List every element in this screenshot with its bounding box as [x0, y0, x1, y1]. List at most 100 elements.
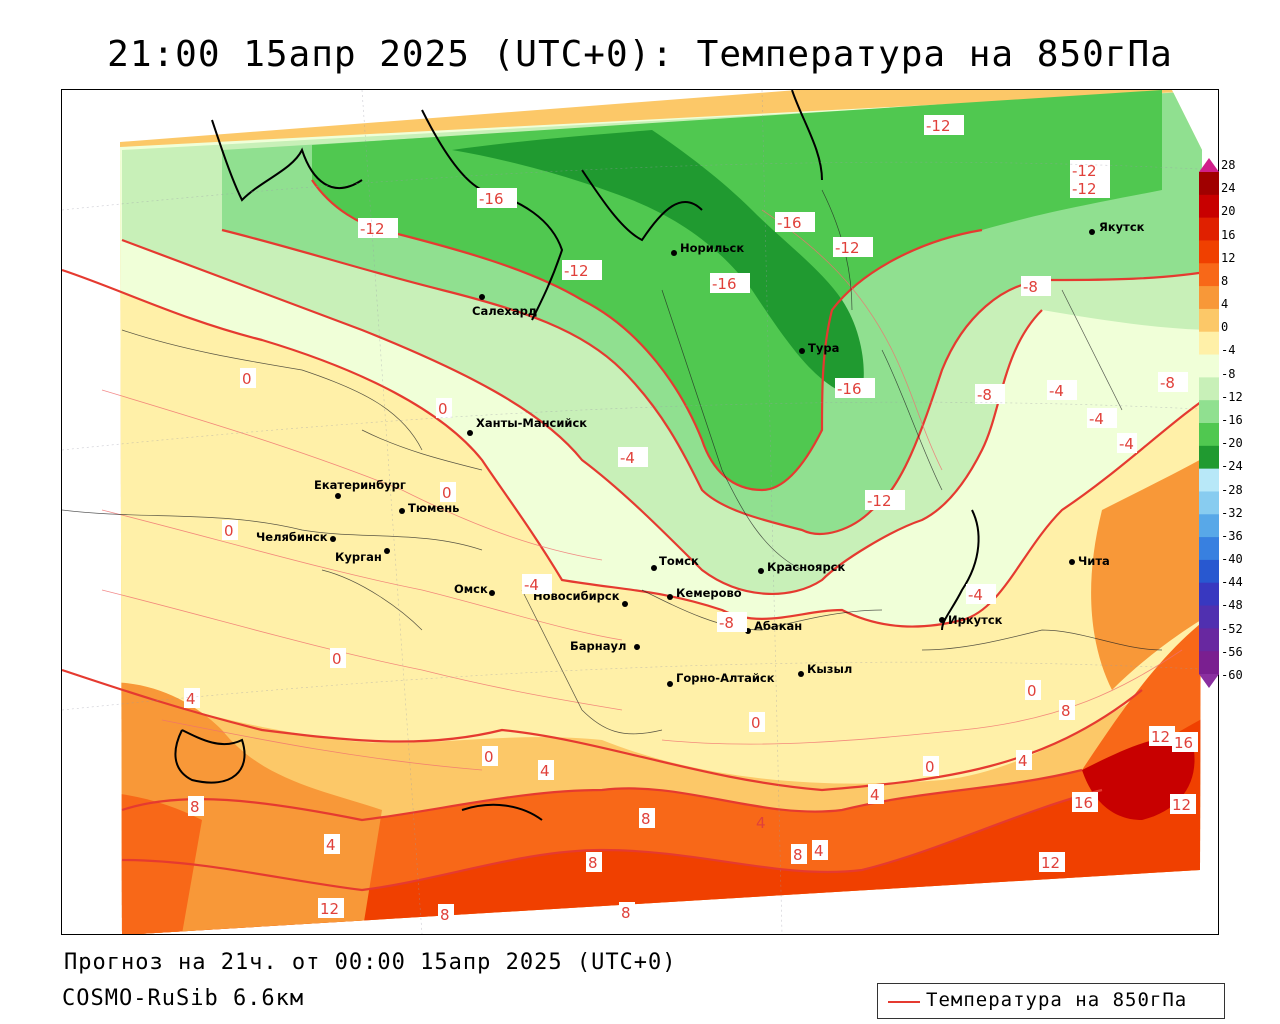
- legend-label: Температура на 850гПа: [926, 989, 1188, 1011]
- colorbar-cell: [1199, 423, 1219, 447]
- colorbar-cell: [1199, 651, 1219, 675]
- svg-text:0: 0: [438, 400, 448, 418]
- colorbar-tick-label: 16: [1221, 227, 1236, 242]
- city-chelyabinsk: Челябинск: [256, 530, 336, 544]
- svg-text:-4: -4: [1049, 382, 1064, 400]
- svg-text:8: 8: [588, 854, 598, 872]
- svg-text:4: 4: [326, 836, 336, 854]
- svg-text:8: 8: [1061, 702, 1071, 720]
- colorbar-cell: [1199, 240, 1219, 264]
- forecast-info: Прогноз на 21ч. от 00:00 15апр 2025 (UTC…: [64, 950, 677, 975]
- svg-text:-8: -8: [977, 386, 992, 404]
- svg-text:12: 12: [1041, 854, 1060, 872]
- svg-text:4: 4: [540, 762, 550, 780]
- city-tura: Тура: [799, 341, 839, 355]
- city-norilsk: Норильск: [671, 241, 744, 256]
- city-krasnoyarsk: Красноярск: [758, 560, 845, 574]
- svg-text:8: 8: [793, 846, 803, 864]
- svg-text:Красноярск: Красноярск: [767, 560, 845, 574]
- svg-text:-4: -4: [1089, 410, 1104, 428]
- colorbar-cell: [1199, 400, 1219, 424]
- colorbar-tick-label: -40: [1221, 552, 1243, 567]
- cities: Норильск Салехард Тура Якутск Ханты-Манс…: [256, 220, 1145, 687]
- city-gorno-altaysk: Горно-Алтайск: [667, 671, 775, 687]
- svg-text:-4: -4: [620, 449, 635, 467]
- svg-text:-4: -4: [524, 576, 539, 594]
- svg-text:-12: -12: [867, 492, 892, 510]
- svg-text:Салехард: Салехард: [472, 304, 537, 318]
- svg-text:-8: -8: [1160, 374, 1175, 392]
- svg-text:Курган: Курган: [335, 550, 382, 564]
- colorbar-tick-label: 4: [1221, 297, 1229, 312]
- svg-text:-4: -4: [968, 586, 983, 604]
- svg-text:4: 4: [756, 814, 766, 832]
- temperature-map: Норильск Салехард Тура Якутск Ханты-Манс…: [61, 89, 1219, 935]
- svg-text:Екатеринбург: Екатеринбург: [314, 478, 406, 492]
- city-omsk: Омск: [454, 582, 495, 596]
- svg-text:-16: -16: [777, 214, 802, 232]
- svg-text:Кемерово: Кемерово: [676, 586, 742, 600]
- page-title: 21:00 15апр 2025 (UTC+0): Температура на…: [107, 34, 1173, 75]
- colorbar-tick-label: -8: [1221, 366, 1236, 381]
- svg-text:Норильск: Норильск: [680, 241, 744, 255]
- svg-text:4: 4: [814, 842, 824, 860]
- temperature-field: [120, 90, 1202, 934]
- svg-text:12: 12: [320, 900, 339, 918]
- colorbar-tick-label: -48: [1221, 598, 1243, 613]
- svg-text:Барнаул: Барнаул: [570, 639, 626, 653]
- colorbar-cell: [1199, 491, 1219, 515]
- city-novosibirsk: Новосибирск: [533, 589, 628, 607]
- svg-text:0: 0: [925, 758, 935, 776]
- svg-text:-8: -8: [1023, 278, 1038, 296]
- colorbar-tick-label: -16: [1221, 413, 1243, 427]
- city-yakutsk: Якутск: [1089, 220, 1145, 235]
- svg-text:0: 0: [751, 714, 761, 732]
- svg-text:Иркутск: Иркутск: [948, 613, 1003, 627]
- svg-text:12: 12: [1151, 728, 1170, 746]
- city-irkutsk: Иркутск: [939, 613, 1003, 627]
- svg-text:0: 0: [442, 484, 452, 502]
- colorbar-ticks: 28 24 20 16 12 8 4 0 -4 -8 -12 -16 -20 -24 -28 -32 -36 -4…: [1221, 158, 1277, 682]
- svg-text:-4: -4: [1119, 435, 1134, 453]
- svg-text:8: 8: [621, 904, 631, 922]
- svg-text:Чита: Чита: [1078, 554, 1110, 568]
- city-chita: Чита: [1069, 554, 1110, 568]
- legend-line-swatch: [888, 1001, 920, 1003]
- svg-text:Тюмень: Тюмень: [408, 501, 459, 515]
- svg-text:8: 8: [440, 906, 450, 924]
- svg-text:4: 4: [186, 690, 196, 708]
- svg-text:Якутск: Якутск: [1099, 220, 1145, 234]
- coastline: [174, 90, 980, 821]
- svg-text:-12: -12: [835, 239, 860, 257]
- city-abakan: Абакан: [745, 619, 802, 634]
- svg-text:-8: -8: [719, 614, 734, 632]
- city-khanty-mansiysk: Ханты-Мансийск: [467, 416, 587, 436]
- city-barnaul: Барнаул: [570, 639, 640, 653]
- colorbar-cell: [1199, 445, 1219, 470]
- svg-text:-12: -12: [360, 220, 385, 238]
- colorbar-cell: [1199, 514, 1219, 538]
- svg-text:16: 16: [1074, 794, 1093, 812]
- colorbar-cell: [1199, 217, 1219, 241]
- colorbar-tick-label: 20: [1221, 204, 1236, 219]
- colorbar-tick-label: -32: [1221, 505, 1243, 520]
- city-tyumen: Тюмень: [399, 501, 459, 515]
- svg-text:4: 4: [870, 786, 880, 804]
- svg-text:0: 0: [1027, 682, 1037, 700]
- colorbar-cell: [1199, 308, 1219, 333]
- svg-text:-12: -12: [1072, 162, 1097, 180]
- colorbar-cell: [1199, 194, 1219, 219]
- colorbar-cell: [1199, 537, 1219, 561]
- map-canvas: Норильск Салехард Тура Якутск Ханты-Манс…: [62, 90, 1218, 934]
- colorbar-bottom-arrow: [1199, 674, 1219, 688]
- svg-text:-16: -16: [479, 190, 504, 208]
- colorbar-cell: [1199, 468, 1219, 492]
- isotherm-labels: -16 -12 -12 -12 -16 -16 -12 -16 -8 -8 -8…: [184, 115, 1198, 924]
- colorbar-tick-label: -4: [1221, 343, 1236, 358]
- city-kyzyl: Кызыл: [798, 662, 852, 677]
- colorbar: [1199, 158, 1219, 688]
- svg-text:Омск: Омск: [454, 582, 488, 596]
- svg-text:Кызыл: Кызыл: [807, 662, 852, 676]
- colorbar-tick-label: 0: [1221, 320, 1229, 335]
- colorbar-cell: [1199, 582, 1219, 607]
